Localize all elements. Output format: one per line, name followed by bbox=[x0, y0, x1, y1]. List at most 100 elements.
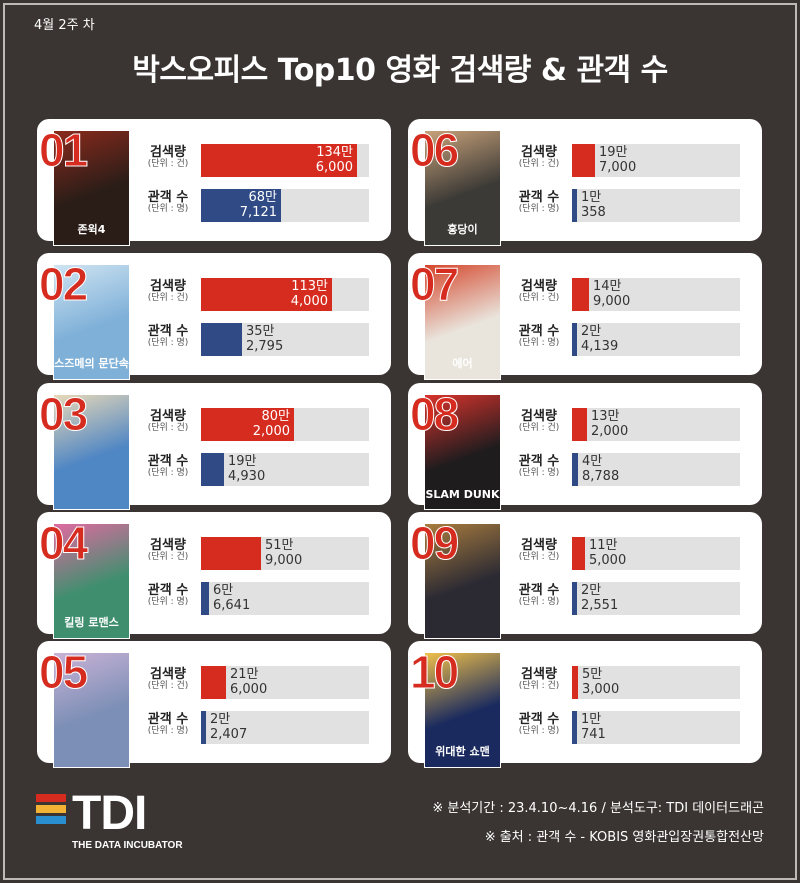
metric-name: 검색량 bbox=[521, 145, 557, 160]
search-volume-bar bbox=[201, 408, 294, 441]
metric-name: 관객 수 bbox=[147, 583, 189, 598]
search-volume-label: 검색량 (단위 : 건) bbox=[508, 145, 570, 170]
metric-unit: (단위 : 명) bbox=[518, 204, 560, 215]
search-volume-label: 검색량 (단위 : 건) bbox=[137, 667, 199, 692]
metric-name: 검색량 bbox=[521, 667, 557, 682]
movie-card-02: 스즈메의 문단속 02 검색량 (단위 : 건) 113만 4,000 관객 수 (단위 : … bbox=[37, 253, 391, 380]
bar-value-line: 2,795 bbox=[246, 339, 284, 354]
bar-track: 51만 9,000 bbox=[201, 537, 369, 570]
bar-value-line: 2만 bbox=[581, 324, 602, 339]
movie-card-06: 홍당이 06 검색량 (단위 : 건) 19만 7,000 관객 수 (단위 : 명) 1만 35… bbox=[408, 119, 762, 246]
bar-value-line: 2,000 bbox=[591, 424, 629, 439]
logo-subtitle: THE DATA INCUBATOR bbox=[72, 840, 183, 851]
audience-bar bbox=[201, 323, 242, 356]
audience-label: 관객 수 (단위 : 명) bbox=[508, 324, 570, 349]
poster-title: 존윅4 bbox=[77, 223, 106, 236]
search-volume-bar bbox=[572, 144, 595, 177]
metric-name: 검색량 bbox=[521, 409, 557, 424]
audience-label: 관객 수 (단위 : 명) bbox=[137, 324, 199, 349]
movie-poster: 존윅4 bbox=[53, 130, 130, 246]
movie-poster: 킬링 로맨스 bbox=[53, 523, 130, 639]
search-volume-bar bbox=[201, 666, 226, 699]
bar-value-line: 4,930 bbox=[228, 469, 266, 484]
bar-value-line: 5만 bbox=[582, 667, 603, 682]
rank-number: 01 bbox=[38, 124, 88, 176]
bar-value-line: 134만 bbox=[316, 145, 353, 160]
movie-card-03: 03 검색량 (단위 : 건) 80만 2,000 관객 수 (단위 : 명) 19만 4,93… bbox=[37, 383, 391, 510]
metric-name: 검색량 bbox=[150, 145, 186, 160]
bar-value-line: 7,000 bbox=[599, 160, 637, 175]
audience-label: 관객 수 (단위 : 명) bbox=[508, 583, 570, 608]
rank-number: 04 bbox=[38, 517, 88, 569]
search-volume-bar bbox=[201, 537, 261, 570]
bar-value-line: 2,000 bbox=[252, 424, 290, 439]
poster-title: 스즈메의 문단속 bbox=[54, 357, 129, 370]
bar-value-line: 2만 bbox=[581, 583, 602, 598]
bar-value-line: 6,000 bbox=[315, 160, 353, 175]
search-volume-label: 검색량 (단위 : 건) bbox=[508, 409, 570, 434]
bar-track: 5만 3,000 bbox=[572, 666, 740, 699]
bar-value-line: 6만 bbox=[213, 583, 234, 598]
bar-value-line: 14만 bbox=[593, 279, 622, 294]
bar-value-line: 13만 bbox=[591, 409, 620, 424]
metric-unit: (단위 : 건) bbox=[147, 552, 189, 563]
data-source: ※ 출처 : 관객 수 - KOBIS 영화관입장권통합전산망 bbox=[484, 830, 764, 845]
logo-stripe-yellow bbox=[36, 805, 66, 813]
metric-unit: (단위 : 건) bbox=[518, 293, 560, 304]
bar-value-label: 113만 4,000 bbox=[291, 279, 328, 309]
rank-number: 10 bbox=[409, 646, 459, 698]
bar-value-line: 7,121 bbox=[239, 205, 277, 220]
logo-stripes bbox=[36, 794, 66, 834]
bar-track: 2만 2,407 bbox=[201, 711, 369, 744]
bar-value-line: 4,000 bbox=[290, 294, 328, 309]
bar-track: 11만 5,000 bbox=[572, 537, 740, 570]
audience-label: 관객 수 (단위 : 명) bbox=[508, 712, 570, 737]
bar-value-line: 68만 bbox=[248, 190, 277, 205]
rank-number: 08 bbox=[409, 388, 459, 440]
bar-value-line: 6,000 bbox=[230, 682, 268, 697]
bar-value-line: 3,000 bbox=[582, 682, 620, 697]
bar-value-label: 51만 9,000 bbox=[265, 538, 302, 568]
audience-label: 관객 수 (단위 : 명) bbox=[508, 190, 570, 215]
bar-value-line: 1만 bbox=[581, 190, 602, 205]
search-volume-label: 검색량 (단위 : 건) bbox=[508, 538, 570, 563]
search-volume-label: 검색량 (단위 : 건) bbox=[137, 279, 199, 304]
audience-bar bbox=[572, 189, 577, 222]
movie-card-05: 05 검색량 (단위 : 건) 21만 6,000 관객 수 (단위 : 명) 2만 2,407 bbox=[37, 641, 391, 768]
search-volume-bar bbox=[572, 537, 585, 570]
metric-name: 관객 수 bbox=[147, 454, 189, 469]
bar-track: 80만 2,000 bbox=[201, 408, 369, 441]
bar-value-line: 2만 bbox=[210, 712, 231, 727]
search-volume-label: 검색량 (단위 : 건) bbox=[137, 538, 199, 563]
movie-poster: 홍당이 bbox=[424, 130, 501, 246]
bar-value-line: 741 bbox=[581, 727, 606, 742]
bar-value-label: 13만 2,000 bbox=[591, 409, 628, 439]
bar-track: 19만 7,000 bbox=[572, 144, 740, 177]
rank-number: 02 bbox=[38, 258, 88, 310]
audience-bar bbox=[201, 453, 224, 486]
bar-track: 6만 6,641 bbox=[201, 582, 369, 615]
metric-unit: (단위 : 명) bbox=[518, 468, 560, 479]
poster-title: 홍당이 bbox=[447, 223, 478, 236]
audience-bar bbox=[201, 189, 281, 222]
movie-card-04: 킬링 로맨스 04 검색량 (단위 : 건) 51만 9,000 관객 수 (단위 : 명) 6… bbox=[37, 512, 391, 639]
bar-value-label: 80만 2,000 bbox=[253, 409, 290, 439]
rank-number: 06 bbox=[409, 124, 459, 176]
metric-unit: (단위 : 명) bbox=[147, 468, 189, 479]
rank-number: 07 bbox=[409, 258, 459, 310]
bar-value-label: 6만 6,641 bbox=[213, 583, 250, 613]
bar-track: 21만 6,000 bbox=[201, 666, 369, 699]
audience-label: 관객 수 (단위 : 명) bbox=[137, 712, 199, 737]
bar-value-line: 5,000 bbox=[589, 553, 627, 568]
bar-track: 13만 2,000 bbox=[572, 408, 740, 441]
movie-poster: 에어 bbox=[424, 264, 501, 380]
bar-value-line: 4만 bbox=[582, 454, 603, 469]
bar-value-label: 1만 358 bbox=[581, 190, 606, 220]
movie-poster bbox=[53, 394, 130, 510]
metric-unit: (단위 : 건) bbox=[518, 681, 560, 692]
analysis-period: ※ 분석기간 : 23.4.10~4.16 / 분석도구: TDI 데이터드래곤 bbox=[432, 801, 764, 816]
bar-value-line: 9,000 bbox=[265, 553, 303, 568]
bar-track: 1만 358 bbox=[572, 189, 740, 222]
metric-name: 관객 수 bbox=[147, 712, 189, 727]
metric-unit: (단위 : 건) bbox=[147, 681, 189, 692]
